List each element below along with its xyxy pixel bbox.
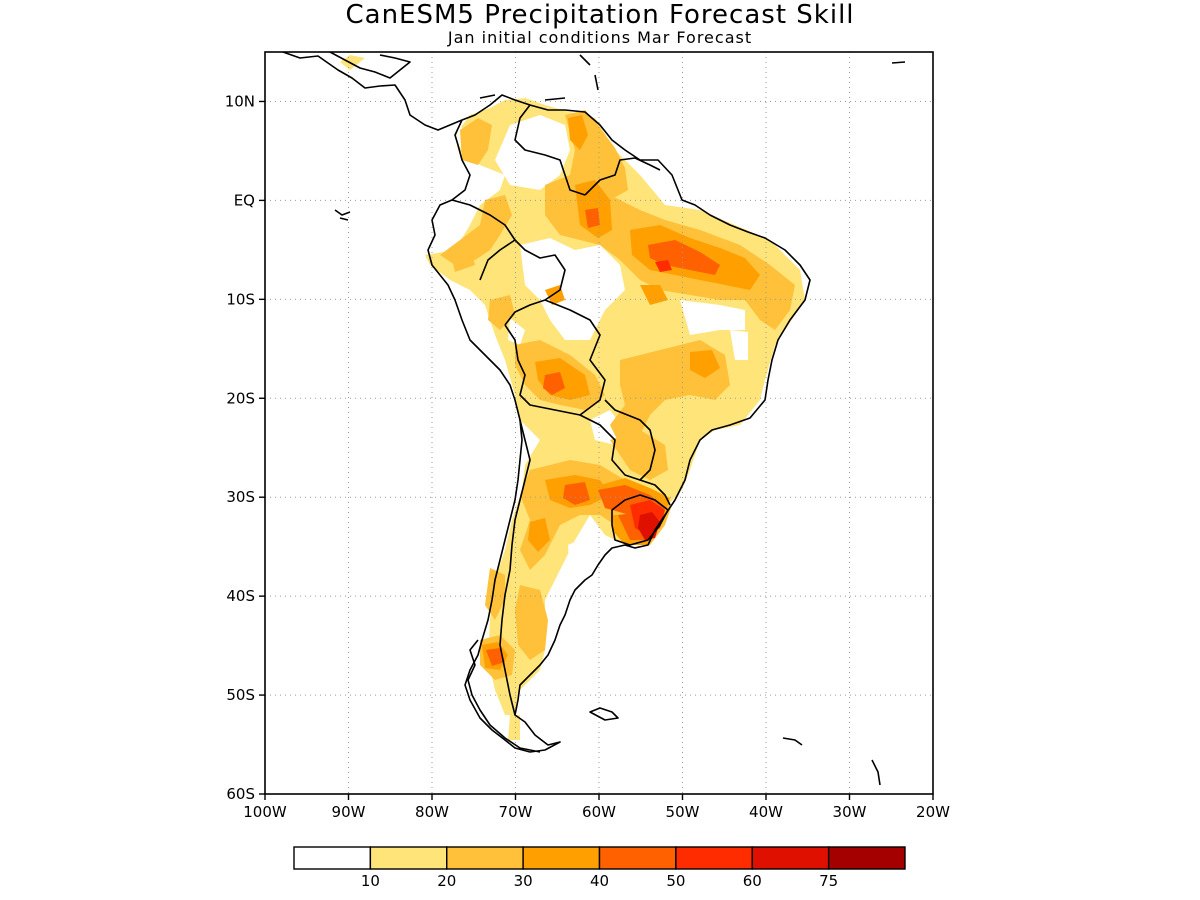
border-peru-brazil — [504, 239, 566, 326]
galapagos — [334, 209, 351, 221]
legend-label: 20 — [437, 872, 456, 890]
border-paraguay — [579, 399, 656, 481]
border-argentina-brazil — [639, 479, 671, 506]
legend-label: 60 — [743, 872, 762, 890]
south-georgia — [782, 737, 803, 746]
lon-tick-label: 100W — [243, 803, 287, 821]
legend-swatch — [293, 846, 372, 870]
lat-tick-label: EQ — [234, 191, 255, 209]
legend-label: 40 — [590, 872, 609, 890]
legend-swatch — [369, 846, 448, 870]
map-subtitle: Jan initial conditions Mar Forecast — [447, 28, 753, 47]
border-colombia-venezuela — [514, 104, 586, 196]
south-sandwich — [871, 759, 881, 786]
central-america-north-coast — [329, 52, 411, 79]
legend-swatch — [598, 846, 677, 870]
skill-shading — [340, 55, 805, 740]
lat-tick-label: 10S — [226, 290, 255, 308]
lat-tick-label: 40S — [226, 587, 255, 605]
legend-label: 30 — [514, 872, 533, 890]
border-argentina-chile — [499, 419, 531, 716]
atlantic-small-island — [891, 61, 906, 64]
lon-tick-label: 90W — [332, 803, 366, 821]
legend-swatch — [827, 846, 906, 870]
latitude-axis: 10N EQ 10S 20S 30S 40S 50S 60S — [225, 92, 265, 803]
lon-tick-label: 80W — [415, 803, 449, 821]
lon-tick-label: 40W — [749, 803, 783, 821]
lat-tick-label: 50S — [226, 686, 255, 704]
lat-tick-label: 20S — [226, 389, 255, 407]
lat-tick-label: 60S — [226, 785, 255, 803]
border-uruguay — [611, 494, 669, 546]
legend-swatch — [675, 846, 753, 870]
legend-label: 10 — [361, 872, 380, 890]
south-america-coast — [427, 94, 811, 753]
legend-swatch — [751, 846, 830, 870]
central-america-coast — [282, 52, 463, 131]
falkland-islands — [589, 707, 619, 721]
legend-swatch — [522, 846, 601, 870]
graticule — [265, 52, 933, 794]
lat-tick-label: 30S — [226, 488, 255, 506]
patagonia-islands — [467, 639, 541, 753]
lon-tick-label: 70W — [499, 803, 533, 821]
legend-label: 75 — [819, 872, 838, 890]
lon-tick-label: 20W — [916, 803, 950, 821]
border-ecuador-peru — [451, 199, 516, 281]
lon-tick-label: 30W — [833, 803, 867, 821]
lat-tick-label: 10N — [225, 92, 255, 110]
lon-tick-label: 50W — [666, 803, 700, 821]
lon-tick-label: 60W — [582, 803, 616, 821]
legend-swatch — [446, 846, 524, 870]
coastlines — [282, 52, 906, 786]
map-title: CanESM5 Precipitation Forecast Skill — [345, 0, 855, 30]
longitude-axis: 100W 90W 80W 70W 60W 50W 40W 30W 20W — [243, 794, 950, 821]
color-legend: 10 20 30 40 50 60 75 — [293, 846, 906, 890]
caribbean-islands — [479, 54, 599, 101]
border-guianas — [584, 157, 661, 196]
legend-label: 50 — [666, 872, 685, 890]
